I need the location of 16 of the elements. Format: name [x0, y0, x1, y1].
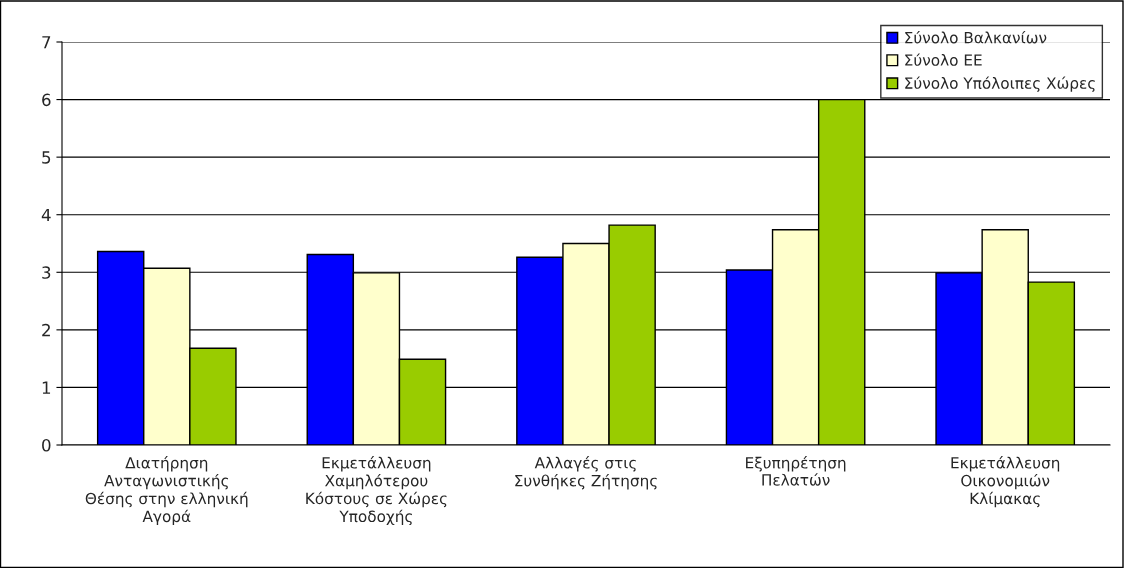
x-tick-label: Εκμετάλλευση Οικονομιών Κλίμακας — [951, 456, 1060, 508]
x-tick-label: Εκμετάλλευση Χαμηλότερου Κόστους σε Χώρες Υποδοχής — [306, 456, 447, 526]
y-tick-label: 0 — [42, 438, 51, 452]
y-tick-label: 6 — [42, 93, 51, 107]
legend-label: Σύνολο Υπόλοιπες Χώρες — [905, 76, 1095, 92]
x-tick-label: Εξυπηρέτηση Πελατών — [746, 456, 846, 486]
y-tick-label: 3 — [42, 266, 51, 279]
y-tick-label: 7 — [42, 36, 51, 49]
y-tick-label: 2 — [42, 323, 50, 337]
x-tick-label: Αλλαγές στις Συνθήκες Ζήτησης — [515, 456, 657, 490]
x-tick-label: Διατήρηση Ανταγωνιστικής Θέσης στην ελληνική Αγορά — [85, 456, 248, 526]
legend-label: Σύνολο ΕΕ — [905, 53, 982, 66]
legend-label: Σύνολο Βαλκανίων — [905, 30, 1047, 44]
y-tick-label: 1 — [42, 381, 51, 394]
y-tick-label: 5 — [42, 151, 51, 164]
y-tick-label: 4 — [41, 208, 51, 222]
